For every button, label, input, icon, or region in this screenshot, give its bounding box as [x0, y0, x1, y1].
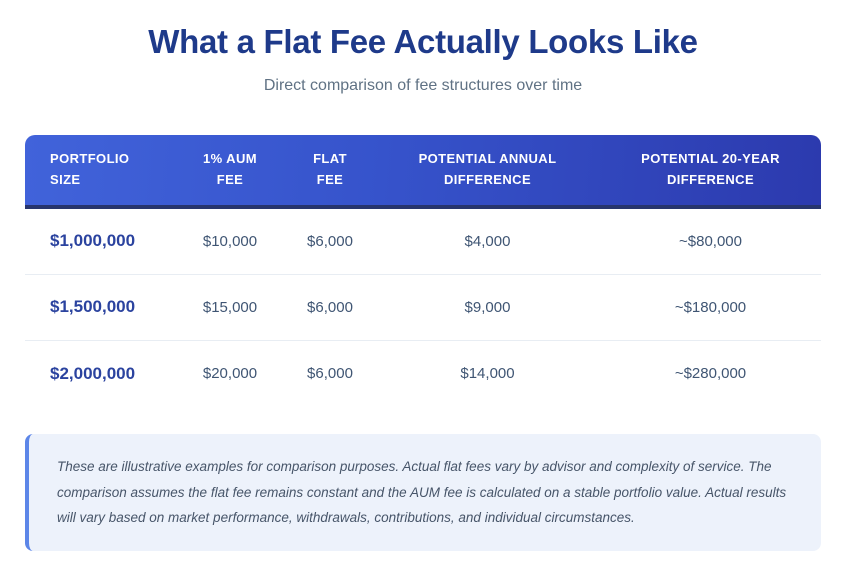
column-header-annual-difference: POTENTIAL ANNUAL DIFFERENCE: [418, 151, 557, 187]
portfolio-size-cell: $1,000,000: [50, 231, 136, 251]
portfolio-size-cell: $2,000,000: [50, 363, 136, 383]
fee-comparison-table: PORTFOLIO SIZE 1% AUM FEE FLAT FEE POTEN…: [25, 134, 821, 407]
annual-difference-cell: $9,000: [464, 298, 511, 316]
aum-fee-cell: $20,000: [202, 365, 258, 383]
column-header-aum-fee: 1% AUM FEE: [203, 151, 257, 187]
flat-fee-cell: $6,000: [307, 365, 353, 383]
flat-fee-cell: $6,000: [307, 232, 353, 250]
disclaimer-note: These are illustrative examples for comp…: [25, 433, 821, 552]
table-row: $1,000,000 $10,000 $6,000 $4,000 ~$80,00…: [25, 208, 821, 275]
aum-fee-cell: $10,000: [202, 232, 258, 250]
column-header-portfolio-size: PORTFOLIO SIZE: [50, 151, 130, 187]
aum-fee-cell: $15,000: [202, 298, 258, 316]
page-title: What a Flat Fee Actually Looks Like: [148, 23, 698, 60]
annual-difference-cell: $4,000: [464, 232, 511, 250]
portfolio-size-cell: $1,500,000: [50, 297, 136, 317]
20-year-difference-cell: ~$180,000: [674, 298, 747, 316]
table-header-row: PORTFOLIO SIZE 1% AUM FEE FLAT FEE POTEN…: [25, 134, 821, 209]
column-header-flat-fee: FLAT FEE: [313, 151, 347, 187]
flat-fee-cell: $6,000: [307, 298, 353, 316]
20-year-difference-cell: ~$80,000: [679, 232, 742, 250]
disclaimer-text: These are illustrative examples for comp…: [57, 458, 787, 526]
annual-difference-cell: $14,000: [460, 365, 515, 383]
20-year-difference-cell: ~$280,000: [674, 365, 747, 383]
table-row: $2,000,000 $20,000 $6,000 $14,000 ~$280,…: [25, 340, 821, 407]
column-header-20-year-difference: POTENTIAL 20-YEAR DIFFERENCE: [641, 151, 780, 187]
table-row: $1,500,000 $15,000 $6,000 $9,000 ~$180,0…: [25, 274, 821, 341]
page-subtitle: Direct comparison of fee structures over…: [263, 76, 583, 94]
